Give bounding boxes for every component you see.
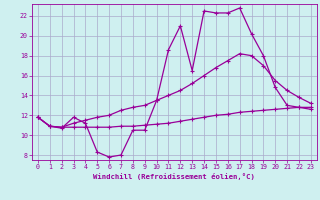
X-axis label: Windchill (Refroidissement éolien,°C): Windchill (Refroidissement éolien,°C) [93,173,255,180]
